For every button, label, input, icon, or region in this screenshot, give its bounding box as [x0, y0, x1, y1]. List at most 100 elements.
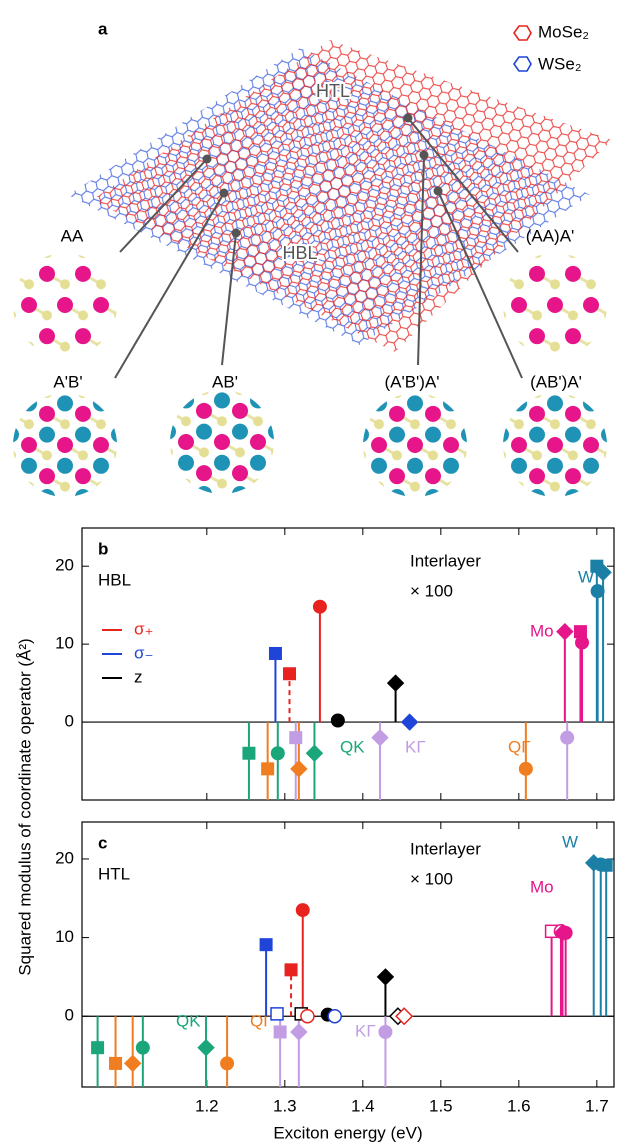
yellow-atom	[478, 357, 488, 367]
teal-atom	[75, 551, 91, 567]
yellow-atom	[307, 385, 317, 395]
bond	[137, 243, 155, 253]
bond	[137, 445, 155, 455]
pink-atom	[232, 465, 248, 481]
yellow-atom	[622, 404, 627, 414]
bond	[173, 367, 191, 377]
bond	[204, 536, 222, 546]
yellow-atom	[307, 510, 317, 520]
yellow-atom	[361, 541, 371, 551]
pink-atom	[389, 468, 405, 484]
pink-atom	[268, 340, 284, 356]
teal-atom	[106, 392, 122, 408]
pink-atom	[515, 375, 531, 391]
pink-atom	[286, 372, 302, 388]
bond	[541, 351, 559, 361]
yellow-atom	[446, 419, 456, 429]
bond	[191, 539, 209, 549]
pink-atom	[75, 406, 91, 422]
teal-atom	[196, 361, 212, 377]
yellow-atom	[60, 419, 70, 429]
pink-atom	[475, 437, 491, 453]
marker-square	[600, 859, 612, 871]
yellow-atom	[24, 482, 34, 492]
pink-atom	[93, 437, 109, 453]
bond	[469, 351, 487, 361]
teal-atom	[583, 458, 599, 474]
bond	[137, 383, 155, 393]
yellow-atom	[204, 342, 214, 352]
pink-atom	[129, 359, 145, 375]
teal-atom	[147, 427, 163, 443]
yellow-atom	[325, 479, 335, 489]
pink-atom	[340, 528, 356, 544]
teal-atom	[147, 551, 163, 567]
pink-atom	[196, 340, 212, 356]
pink-atom	[407, 437, 423, 453]
pink-atom	[583, 235, 599, 251]
teal-atom	[475, 395, 491, 411]
marker-circle	[561, 731, 574, 744]
yellow-atom	[132, 279, 142, 289]
pink-atom	[493, 468, 509, 484]
yellow-atom	[24, 279, 34, 289]
bond	[101, 507, 119, 517]
yellow-atom	[199, 510, 209, 520]
yellow-atom	[60, 217, 70, 227]
bond	[307, 445, 325, 455]
bond	[168, 536, 186, 546]
bond	[433, 539, 451, 549]
pink-atom	[475, 359, 491, 375]
marker-square	[274, 1026, 286, 1038]
bond	[505, 476, 523, 486]
yellow-atom	[114, 450, 124, 460]
teal-atom	[583, 395, 599, 411]
pink-atom	[497, 468, 513, 484]
bond	[487, 507, 505, 517]
pink-atom	[183, 328, 199, 344]
teal-atom	[196, 486, 212, 502]
pink-atom	[21, 235, 37, 251]
bond	[483, 507, 501, 517]
yellow-atom	[145, 541, 155, 551]
pink-atom	[583, 359, 599, 375]
yellow-atom	[496, 388, 506, 398]
pink-atom	[147, 468, 163, 484]
pink-atom	[619, 499, 627, 515]
yellow-atom	[60, 357, 70, 367]
yellow-atom	[568, 450, 578, 460]
yellow-atom	[361, 354, 371, 364]
pink-atom	[39, 531, 55, 547]
pink-atom	[533, 343, 549, 359]
pink-atom	[439, 359, 455, 375]
pink-atom	[3, 391, 19, 407]
pink-atom	[547, 437, 563, 453]
bond	[132, 411, 150, 421]
yellow-atom	[518, 544, 528, 554]
yellow-atom	[127, 510, 137, 520]
bond	[609, 414, 627, 424]
pink-atom	[75, 531, 91, 547]
teal-atom	[21, 520, 37, 536]
yellow-atom	[343, 385, 353, 395]
pink-atom	[443, 499, 459, 515]
yellow-atom	[586, 342, 596, 352]
yellow-atom	[622, 357, 627, 367]
marker-square	[110, 1057, 122, 1069]
yellow-atom	[482, 482, 492, 492]
yellow-atom	[235, 447, 245, 457]
yellow-atom	[518, 357, 528, 367]
marker-square	[262, 763, 274, 775]
teal-atom	[493, 489, 509, 505]
pink-atom	[601, 391, 617, 407]
bond	[312, 411, 330, 421]
yellow-atom	[163, 510, 173, 520]
pink-atom	[425, 531, 441, 547]
pink-atom	[178, 434, 194, 450]
panel-title: HBL	[98, 570, 131, 589]
yellow-atom	[550, 419, 560, 429]
pink-atom	[75, 203, 91, 219]
bond	[11, 211, 29, 221]
bond	[11, 476, 29, 486]
teal-atom	[479, 458, 495, 474]
